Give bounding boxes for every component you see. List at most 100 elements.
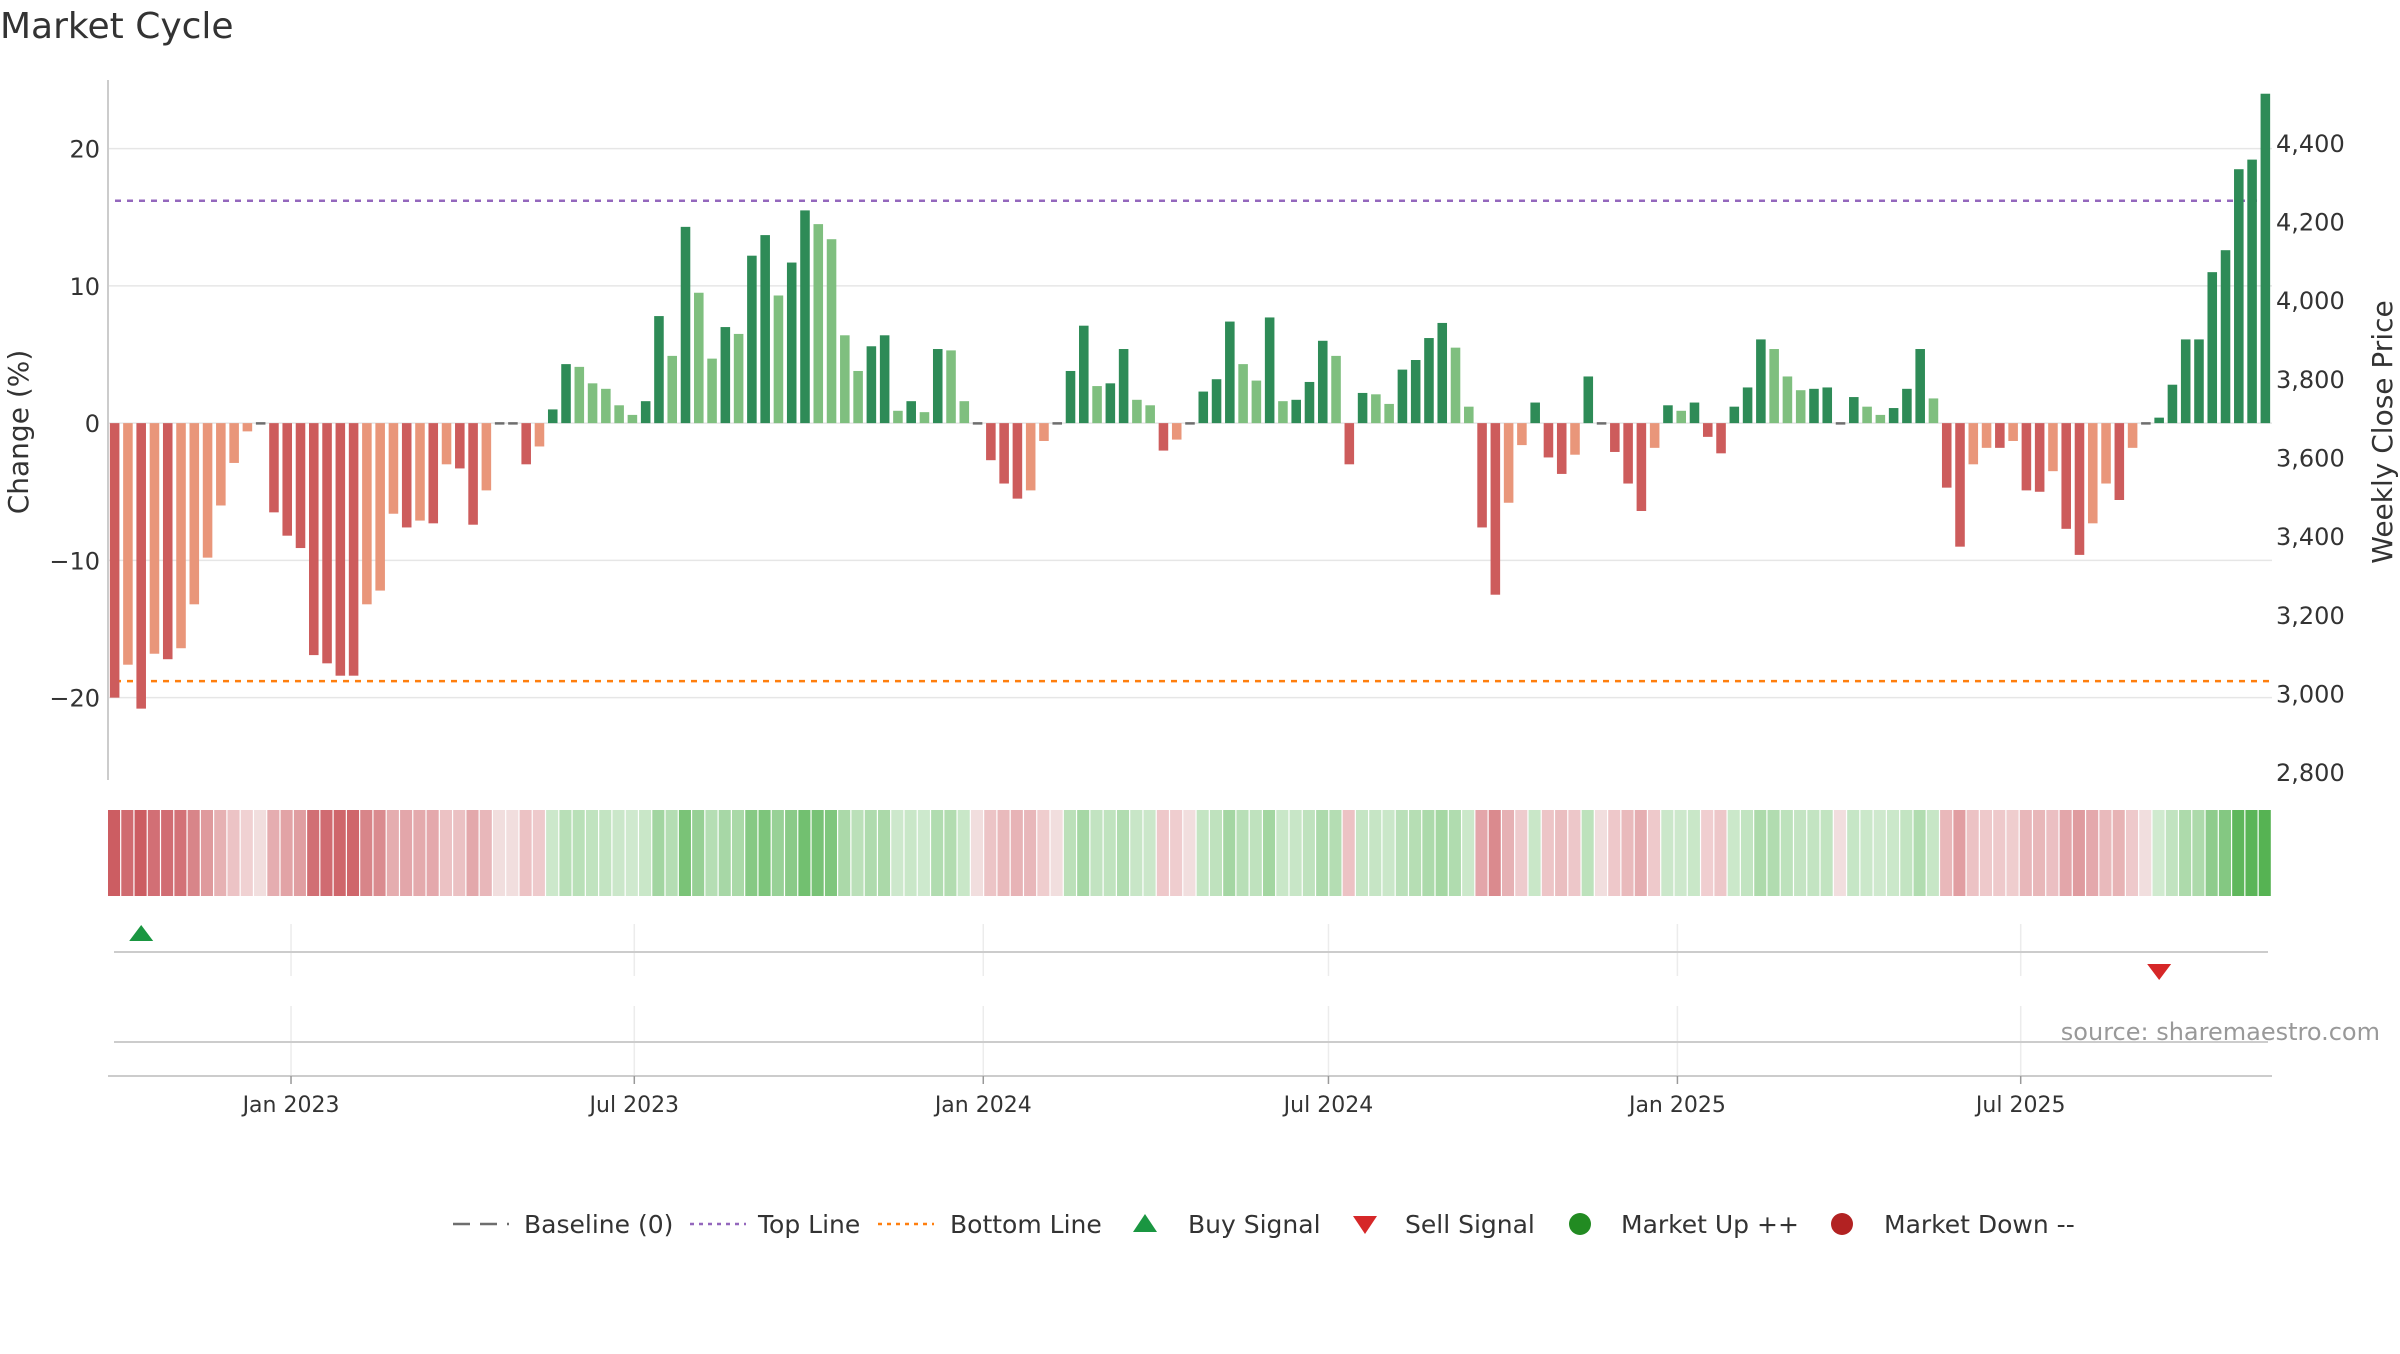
heat-cell [625,810,638,896]
y-tick-label-left: 0 [85,410,100,438]
heat-cell [838,810,851,896]
heat-cell [307,810,320,896]
change-bar [547,409,558,424]
heat-cell [1249,810,1262,896]
heat-cell [1833,810,1846,896]
heat-cell [1900,810,1913,896]
heat-cell [1316,810,1329,896]
heat-cell [851,810,864,896]
heat-cell [1276,810,1289,896]
change-bar [2087,423,2098,524]
heat-cell [2192,810,2205,896]
change-bar [1782,376,1793,424]
heat-cell [572,810,585,896]
change-bar [680,226,691,424]
heat-cell [360,810,373,896]
change-bar [2207,272,2218,424]
heat-cell [705,810,718,896]
change-bar [282,423,293,536]
heat-cell [957,810,970,896]
change-bar [2061,423,2072,529]
change-bar [720,327,731,424]
change-bar [1185,422,1195,425]
heat-cell [692,810,705,896]
heat-cell [214,810,227,896]
heat-cell [1740,810,1754,896]
change-bar [972,422,983,425]
heat-cell [2152,810,2165,896]
heat-cell [745,810,758,896]
heat-cell [2059,810,2072,896]
change-bar [1410,360,1421,424]
y-tick-label-right: 3,400 [2276,523,2345,551]
heat-cell [1223,810,1236,896]
heat-cell [970,810,984,896]
heat-cell [1594,810,1607,896]
legend-label: Market Down -- [1884,1210,2075,1239]
heat-cell [1501,810,1515,896]
heat-cell [2112,810,2125,896]
heat-cell [227,810,240,896]
heat-cell [2139,810,2152,896]
change-bar [1623,423,1633,484]
heat-cell [1077,810,1090,896]
change-bar [1915,349,1925,424]
heat-cell [1355,810,1369,896]
change-bar [1225,321,1235,424]
y-tick-label-right: 3,600 [2276,445,2345,473]
change-bar [946,350,956,424]
change-bar [879,335,890,424]
change-bar [614,405,624,424]
heat-cell [2218,810,2231,896]
heat-cell [439,810,452,896]
heat-cell [1382,810,1395,896]
change-bar [123,423,133,665]
change-bar [1556,423,1567,474]
heat-cell [1302,810,1315,896]
change-bar [1583,376,1594,424]
change-bar [1503,423,1514,503]
change-bar [362,423,372,605]
change-bar [1092,386,1102,424]
x-tick-label: Jan 2024 [933,1093,1032,1118]
change-bar [1702,423,1713,437]
heat-cell [320,810,333,896]
change-bar [428,423,439,524]
change-bar [1344,423,1355,465]
change-bar [1171,423,1182,440]
heat-cell [2046,810,2059,896]
change-bar [1357,392,1368,424]
change-bar [2194,339,2204,424]
heat-cell [1794,810,1807,896]
change-bar [2021,423,2032,491]
heat-cell [599,810,612,896]
heat-cell [2258,810,2271,896]
heat-cell [1966,810,1979,896]
heat-cell [585,810,599,896]
change-bar [1118,349,1129,424]
heat-cell [293,810,306,896]
heat-cell [466,810,479,896]
change-bar [707,358,717,424]
heat-cell [1170,810,1183,896]
change-bar [1065,370,1076,424]
change-bar [627,414,638,424]
heat-cell [1860,810,1873,896]
change-bar [1888,408,1899,424]
change-bar [1875,414,1886,424]
change-bar [654,316,664,424]
heat-cell [2125,810,2139,896]
heat-cell [413,810,426,896]
heat-cell [1913,810,1926,896]
change-bar [1437,322,1448,424]
heat-cell [1555,810,1568,896]
heat-cell [2245,810,2258,896]
change-bar [1543,423,1554,458]
x-tick-label: Jul 2024 [1282,1093,1374,1118]
change-bar [534,423,545,447]
change-bar [694,292,704,424]
change-bar [269,423,279,513]
change-bar [1317,340,1328,424]
change-bar [1397,369,1408,424]
y-tick-label-right: 3,000 [2276,680,2345,708]
